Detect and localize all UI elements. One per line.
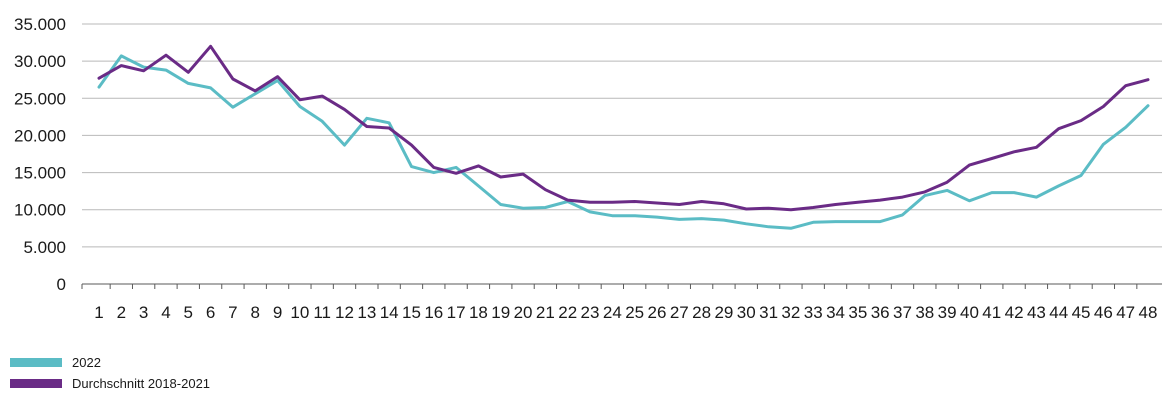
x-tick-label: 4 [161, 303, 170, 322]
x-tick-label: 25 [625, 303, 644, 322]
x-tick-label: 33 [804, 303, 823, 322]
x-tick-label: 15 [402, 303, 421, 322]
series-line-0 [97, 54, 1150, 230]
x-tick-label: 17 [447, 303, 466, 322]
x-tick-label: 7 [228, 303, 237, 322]
x-tick-label: 5 [184, 303, 193, 322]
x-tick-label: 3 [139, 303, 148, 322]
x-tick-label: 37 [893, 303, 912, 322]
x-tick-label: 2 [117, 303, 126, 322]
x-tick-label: 16 [424, 303, 443, 322]
y-axis-ticks: 0 5.000 10.000 15.000 20.000 25.000 30.000 35.0… [14, 15, 66, 294]
x-tick-label: 27 [670, 303, 689, 322]
y-tick-label: 5.000 [23, 238, 66, 257]
legend-swatch-durchschnitt [10, 379, 62, 388]
x-tick-label: 10 [290, 303, 309, 322]
x-tick-label: 1 [94, 303, 103, 322]
y-tick-label: 10.000 [14, 201, 66, 220]
x-tick-label: 20 [514, 303, 533, 322]
legend: 2022 Durchschnitt 2018-2021 [10, 352, 210, 394]
x-tick-label: 26 [648, 303, 667, 322]
x-tick-label: 13 [357, 303, 376, 322]
legend-label-durchschnitt: Durchschnitt 2018-2021 [72, 376, 211, 391]
x-tick-label: 34 [826, 303, 845, 322]
x-tick-label: 9 [273, 303, 282, 322]
series-line-1 [97, 44, 1150, 212]
x-tick-label: 47 [1116, 303, 1135, 322]
x-tick-label: 21 [536, 303, 555, 322]
x-tick-label: 6 [206, 303, 215, 322]
x-tick-label: 44 [1049, 303, 1068, 322]
x-tick-label: 29 [714, 303, 733, 322]
x-tick-label: 23 [581, 303, 600, 322]
x-tick-label: 38 [915, 303, 934, 322]
series-lines [97, 44, 1150, 230]
legend-item-durchschnitt: Durchschnitt 2018-2021 [10, 373, 210, 394]
x-tick-label: 11 [313, 303, 331, 322]
x-tick-label: 40 [960, 303, 979, 322]
y-tick-label: 35.000 [14, 15, 66, 34]
x-tick-label: 32 [781, 303, 800, 322]
x-tick-label: 12 [335, 303, 354, 322]
x-tick-label: 43 [1027, 303, 1046, 322]
y-tick-label: 20.000 [14, 126, 66, 145]
x-tick-label: 39 [938, 303, 957, 322]
legend-swatch-2022 [10, 358, 62, 367]
line-chart: 0 5.000 10.000 15.000 20.000 25.000 30.000 35.0… [14, 15, 1162, 322]
x-tick-label: 36 [871, 303, 890, 322]
gridlines [82, 23, 1162, 248]
x-tick-label: 30 [737, 303, 756, 322]
x-tick-label: 45 [1072, 303, 1091, 322]
x-tick-label: 19 [491, 303, 510, 322]
x-tick-label: 42 [1005, 303, 1024, 322]
y-tick-label: 0 [57, 275, 66, 294]
x-tick-label: 8 [250, 303, 259, 322]
x-tick-label: 14 [380, 303, 399, 322]
x-tick-label: 28 [692, 303, 711, 322]
x-tick-label: 18 [469, 303, 488, 322]
y-tick-label: 15.000 [14, 164, 66, 183]
y-tick-label: 25.000 [14, 89, 66, 108]
x-tick-label: 41 [982, 303, 1001, 322]
legend-item-2022: 2022 [10, 352, 210, 373]
x-tick-label: 24 [603, 303, 622, 322]
y-tick-label: 30.000 [14, 52, 66, 71]
x-tick-label: 31 [759, 303, 778, 322]
legend-label-2022: 2022 [72, 355, 101, 370]
x-tick-label: 35 [848, 303, 867, 322]
x-tick-label: 22 [558, 303, 577, 322]
x-tick-label: 46 [1094, 303, 1113, 322]
x-tick-label: 48 [1139, 303, 1158, 322]
x-axis-ticks: 1 2 3 4 5 6 7 8 9 10 11 12 13 14 15 16 17 18 19 20 21 22 23 24 2… [81, 284, 1158, 322]
